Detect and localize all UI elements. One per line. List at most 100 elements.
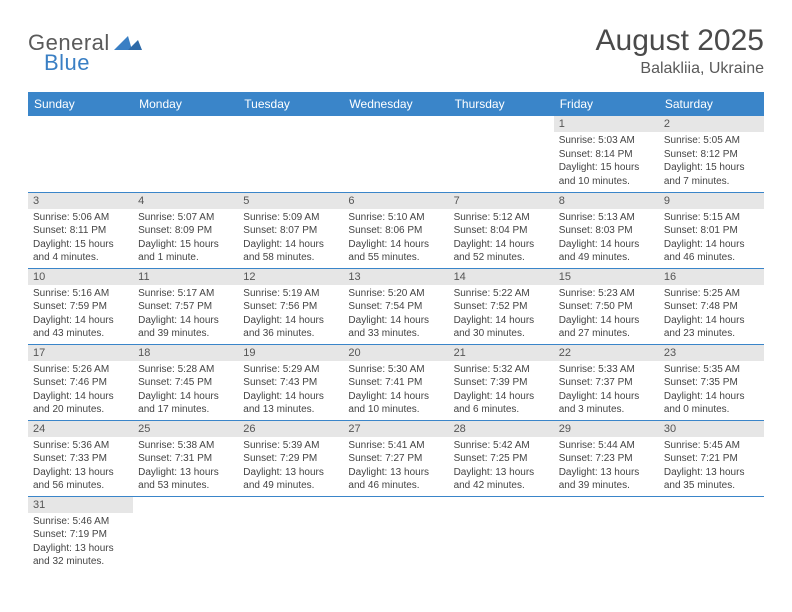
day-data: Sunrise: 5:36 AMSunset: 7:33 PMDaylight:…: [28, 437, 133, 496]
weekday-header: Sunday: [28, 92, 133, 116]
day-number: 29: [554, 421, 659, 437]
day-data: Sunrise: 5:07 AMSunset: 8:09 PMDaylight:…: [133, 209, 238, 268]
sunset-text: Sunset: 7:50 PM: [559, 300, 654, 314]
day-data: Sunrise: 5:10 AMSunset: 8:06 PMDaylight:…: [343, 209, 448, 268]
sunset-text: Sunset: 7:33 PM: [33, 452, 128, 466]
calendar-week-row: 1Sunrise: 5:03 AMSunset: 8:14 PMDaylight…: [28, 116, 764, 192]
day-number: 21: [449, 345, 554, 361]
calendar-empty-cell: [133, 496, 238, 572]
sunrise-text: Sunrise: 5:20 AM: [348, 287, 443, 301]
logo-sub: Blue: [44, 50, 90, 76]
day-number: 23: [659, 345, 764, 361]
day-data: Sunrise: 5:16 AMSunset: 7:59 PMDaylight:…: [28, 285, 133, 344]
day-number: 25: [133, 421, 238, 437]
calendar-day-cell: 18Sunrise: 5:28 AMSunset: 7:45 PMDayligh…: [133, 344, 238, 420]
sunset-text: Sunset: 7:59 PM: [33, 300, 128, 314]
calendar-day-cell: 6Sunrise: 5:10 AMSunset: 8:06 PMDaylight…: [343, 192, 448, 268]
day-data: Sunrise: 5:25 AMSunset: 7:48 PMDaylight:…: [659, 285, 764, 344]
calendar-day-cell: 28Sunrise: 5:42 AMSunset: 7:25 PMDayligh…: [449, 420, 554, 496]
day-data: Sunrise: 5:46 AMSunset: 7:19 PMDaylight:…: [28, 513, 133, 572]
calendar-empty-cell: [659, 496, 764, 572]
day-number: 9: [659, 193, 764, 209]
daylight-text: Daylight: 14 hours and 17 minutes.: [138, 390, 233, 417]
sunrise-text: Sunrise: 5:32 AM: [454, 363, 549, 377]
sunrise-text: Sunrise: 5:30 AM: [348, 363, 443, 377]
sunset-text: Sunset: 7:39 PM: [454, 376, 549, 390]
daylight-text: Daylight: 13 hours and 42 minutes.: [454, 466, 549, 493]
sunrise-text: Sunrise: 5:36 AM: [33, 439, 128, 453]
calendar-day-cell: 4Sunrise: 5:07 AMSunset: 8:09 PMDaylight…: [133, 192, 238, 268]
day-data: Sunrise: 5:03 AMSunset: 8:14 PMDaylight:…: [554, 132, 659, 191]
sunrise-text: Sunrise: 5:22 AM: [454, 287, 549, 301]
day-data: Sunrise: 5:35 AMSunset: 7:35 PMDaylight:…: [659, 361, 764, 420]
daylight-text: Daylight: 14 hours and 0 minutes.: [664, 390, 759, 417]
daylight-text: Daylight: 14 hours and 46 minutes.: [664, 238, 759, 265]
sunrise-text: Sunrise: 5:06 AM: [33, 211, 128, 225]
calendar-week-row: 31Sunrise: 5:46 AMSunset: 7:19 PMDayligh…: [28, 496, 764, 572]
month-title: August 2025: [596, 24, 764, 58]
calendar-week-row: 10Sunrise: 5:16 AMSunset: 7:59 PMDayligh…: [28, 268, 764, 344]
daylight-text: Daylight: 14 hours and 39 minutes.: [138, 314, 233, 341]
day-data: Sunrise: 5:19 AMSunset: 7:56 PMDaylight:…: [238, 285, 343, 344]
sunset-text: Sunset: 7:56 PM: [243, 300, 338, 314]
sunset-text: Sunset: 7:35 PM: [664, 376, 759, 390]
day-data: Sunrise: 5:28 AMSunset: 7:45 PMDaylight:…: [133, 361, 238, 420]
sunset-text: Sunset: 8:11 PM: [33, 224, 128, 238]
sunset-text: Sunset: 7:31 PM: [138, 452, 233, 466]
calendar-day-cell: 16Sunrise: 5:25 AMSunset: 7:48 PMDayligh…: [659, 268, 764, 344]
sunset-text: Sunset: 7:48 PM: [664, 300, 759, 314]
title-block: August 2025 Balakliia, Ukraine: [596, 24, 764, 78]
day-number: 4: [133, 193, 238, 209]
day-data: Sunrise: 5:45 AMSunset: 7:21 PMDaylight:…: [659, 437, 764, 496]
calendar-empty-cell: [554, 496, 659, 572]
sunset-text: Sunset: 7:29 PM: [243, 452, 338, 466]
sunrise-text: Sunrise: 5:38 AM: [138, 439, 233, 453]
calendar-day-cell: 24Sunrise: 5:36 AMSunset: 7:33 PMDayligh…: [28, 420, 133, 496]
daylight-text: Daylight: 14 hours and 20 minutes.: [33, 390, 128, 417]
day-number: 7: [449, 193, 554, 209]
day-number: 5: [238, 193, 343, 209]
sunrise-text: Sunrise: 5:10 AM: [348, 211, 443, 225]
sunrise-text: Sunrise: 5:44 AM: [559, 439, 654, 453]
calendar-day-cell: 1Sunrise: 5:03 AMSunset: 8:14 PMDaylight…: [554, 116, 659, 192]
calendar-day-cell: 22Sunrise: 5:33 AMSunset: 7:37 PMDayligh…: [554, 344, 659, 420]
day-data: Sunrise: 5:44 AMSunset: 7:23 PMDaylight:…: [554, 437, 659, 496]
daylight-text: Daylight: 14 hours and 55 minutes.: [348, 238, 443, 265]
day-number: 3: [28, 193, 133, 209]
day-number: 31: [28, 497, 133, 513]
calendar-day-cell: 31Sunrise: 5:46 AMSunset: 7:19 PMDayligh…: [28, 496, 133, 572]
day-number: 12: [238, 269, 343, 285]
day-data: Sunrise: 5:30 AMSunset: 7:41 PMDaylight:…: [343, 361, 448, 420]
sunrise-text: Sunrise: 5:15 AM: [664, 211, 759, 225]
sunset-text: Sunset: 8:09 PM: [138, 224, 233, 238]
sunrise-text: Sunrise: 5:12 AM: [454, 211, 549, 225]
weekday-header: Wednesday: [343, 92, 448, 116]
daylight-text: Daylight: 13 hours and 32 minutes.: [33, 542, 128, 569]
calendar-header-row: SundayMondayTuesdayWednesdayThursdayFrid…: [28, 92, 764, 116]
calendar-day-cell: 29Sunrise: 5:44 AMSunset: 7:23 PMDayligh…: [554, 420, 659, 496]
calendar-day-cell: 9Sunrise: 5:15 AMSunset: 8:01 PMDaylight…: [659, 192, 764, 268]
sunrise-text: Sunrise: 5:19 AM: [243, 287, 338, 301]
sunset-text: Sunset: 7:52 PM: [454, 300, 549, 314]
daylight-text: Daylight: 14 hours and 36 minutes.: [243, 314, 338, 341]
calendar-day-cell: 30Sunrise: 5:45 AMSunset: 7:21 PMDayligh…: [659, 420, 764, 496]
calendar-day-cell: 11Sunrise: 5:17 AMSunset: 7:57 PMDayligh…: [133, 268, 238, 344]
sunset-text: Sunset: 7:27 PM: [348, 452, 443, 466]
day-number: 22: [554, 345, 659, 361]
calendar-empty-cell: [449, 496, 554, 572]
sunset-text: Sunset: 7:43 PM: [243, 376, 338, 390]
daylight-text: Daylight: 15 hours and 1 minute.: [138, 238, 233, 265]
day-data: Sunrise: 5:33 AMSunset: 7:37 PMDaylight:…: [554, 361, 659, 420]
sunrise-text: Sunrise: 5:45 AM: [664, 439, 759, 453]
sunset-text: Sunset: 8:03 PM: [559, 224, 654, 238]
sunrise-text: Sunrise: 5:09 AM: [243, 211, 338, 225]
calendar-week-row: 3 Sunrise: 5:06 AMSunset: 8:11 PM Daylight…: [28, 192, 764, 268]
day-number: 10: [28, 269, 133, 285]
daylight-text: Daylight: 14 hours and 33 minutes.: [348, 314, 443, 341]
daylight-text: Daylight: 15 hours and 10 minutes.: [559, 161, 654, 188]
calendar-empty-cell: [343, 496, 448, 572]
sunset-text: Sunset: 7:37 PM: [559, 376, 654, 390]
calendar-day-cell: 2Sunrise: 5:05 AMSunset: 8:12 PMDaylight…: [659, 116, 764, 192]
sunrise-text: Sunrise: 5:03 AM: [559, 134, 654, 148]
sunset-text: Sunset: 7:46 PM: [33, 376, 128, 390]
